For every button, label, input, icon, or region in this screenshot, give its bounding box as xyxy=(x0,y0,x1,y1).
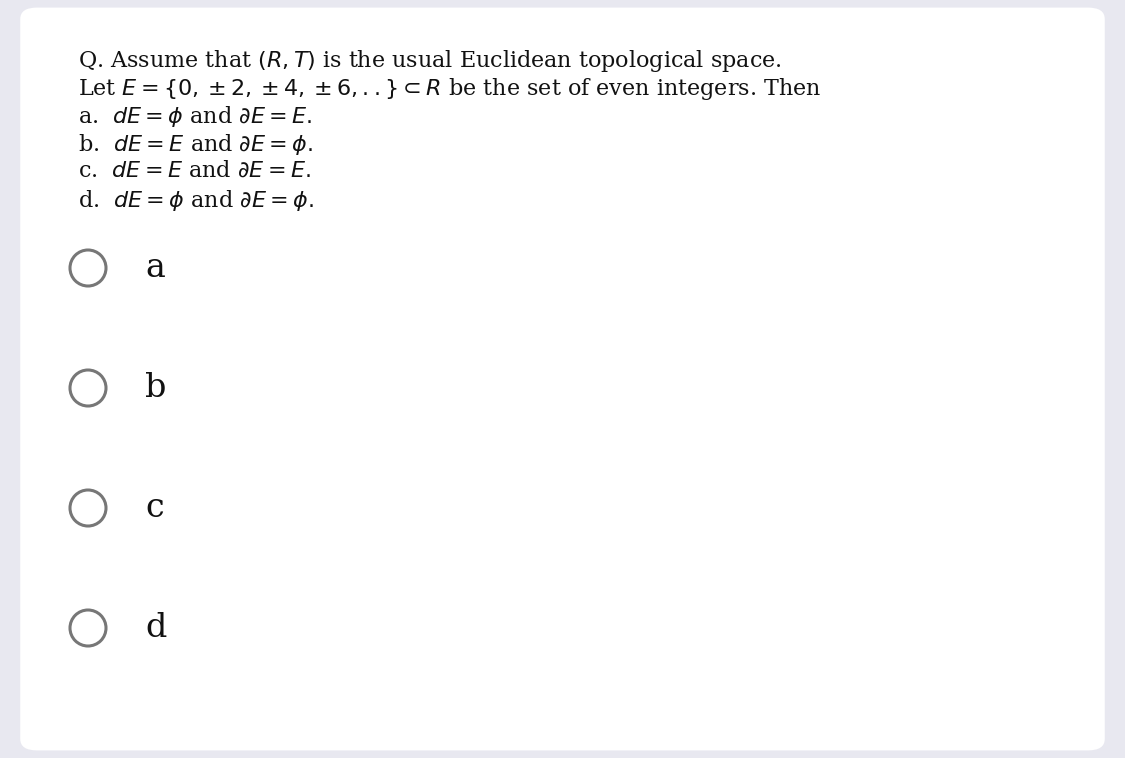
Text: a.  $dE = \phi$ and $\partial E = E.$: a. $dE = \phi$ and $\partial E = E.$ xyxy=(78,104,313,129)
Text: b.  $dE = E$ and $\partial E = \phi.$: b. $dE = E$ and $\partial E = \phi.$ xyxy=(78,132,313,157)
Text: b: b xyxy=(145,372,166,404)
Text: d: d xyxy=(145,612,166,644)
Text: c.  $dE = E$ and $\partial E = E.$: c. $dE = E$ and $\partial E = E.$ xyxy=(78,160,310,182)
Text: d.  $dE = \phi$ and $\partial E = \phi.$: d. $dE = \phi$ and $\partial E = \phi.$ xyxy=(78,188,314,213)
Text: a: a xyxy=(145,252,165,284)
Text: Let $E = \{0, \pm2, \pm4, \pm6, ..\} \subset R$ be the set of even integers. The: Let $E = \{0, \pm2, \pm4, \pm6, ..\} \su… xyxy=(78,76,821,102)
Text: Q. Assume that $(R, T)$ is the usual Euclidean topological space.: Q. Assume that $(R, T)$ is the usual Euc… xyxy=(78,48,782,74)
Text: c: c xyxy=(145,492,163,524)
